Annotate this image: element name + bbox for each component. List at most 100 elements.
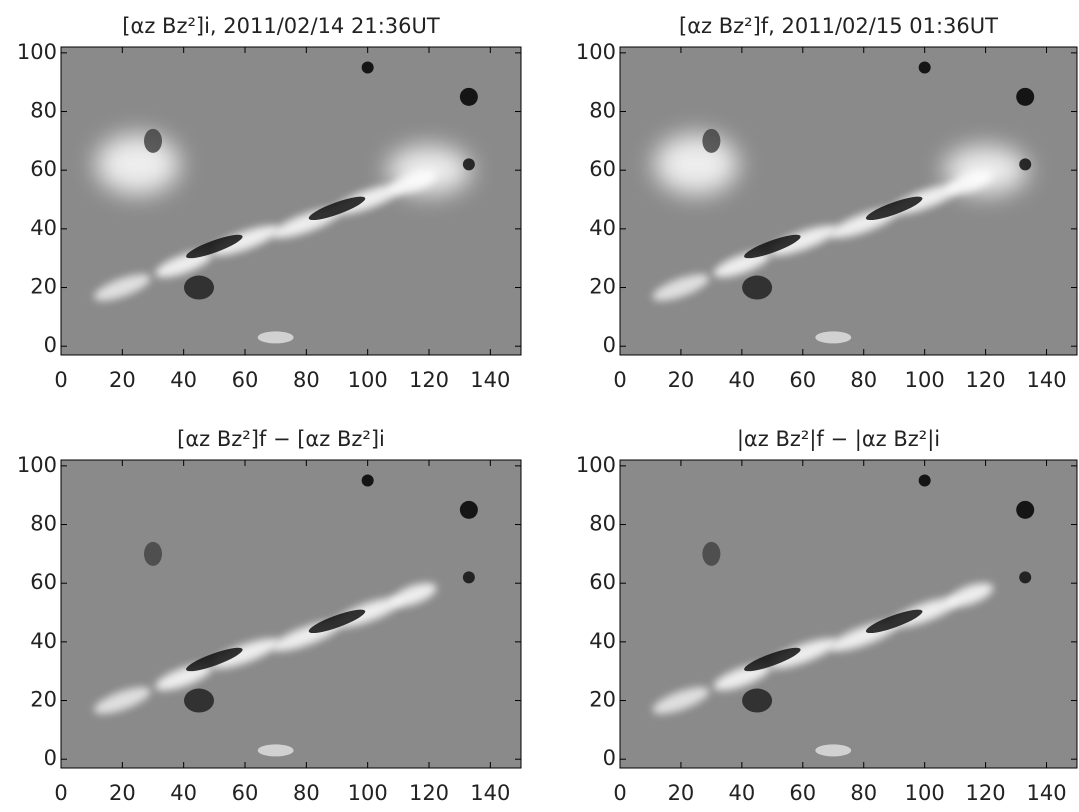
y-tick-label: 40 (30, 629, 57, 653)
texture-blob (768, 638, 837, 669)
x-tick-label: 140 (1026, 368, 1066, 392)
x-tick-label: 0 (54, 368, 67, 392)
texture-blob (95, 134, 180, 195)
texture-blob (744, 647, 801, 672)
x-tick-label: 80 (293, 781, 320, 805)
texture-blob (918, 474, 931, 487)
image-background (61, 47, 521, 355)
texture-blob (713, 250, 771, 278)
texture-blob (1016, 500, 1035, 519)
x-tick-label: 80 (850, 781, 877, 805)
panel-title: [αz Bz²]i, 2011/02/14 21:36UT (122, 14, 440, 38)
x-tick-label: 0 (54, 781, 67, 805)
panel-title: [αz Bz²]f, 2011/02/15 01:36UT (679, 14, 998, 38)
x-tick-label: 40 (170, 368, 197, 392)
image-background (620, 47, 1077, 355)
x-tick-label: 120 (966, 781, 1006, 805)
y-tick-label: 60 (589, 157, 616, 181)
y-tick-label: 40 (589, 216, 616, 240)
texture-blob (652, 687, 710, 714)
texture-blob (459, 500, 478, 519)
y-tick-label: 100 (576, 40, 616, 64)
x-tick-label: 60 (232, 368, 259, 392)
texture-blob (865, 609, 923, 634)
texture-blob (93, 687, 151, 714)
x-tick-label: 80 (850, 368, 877, 392)
y-tick-label: 20 (30, 275, 57, 299)
texture-blob (744, 234, 801, 259)
texture-blob (702, 541, 721, 566)
texture-blob (211, 638, 279, 669)
x-tick-label: 60 (789, 368, 816, 392)
image-texture (93, 474, 478, 757)
y-tick-label: 20 (589, 688, 616, 712)
y-tick-label: 60 (30, 157, 57, 181)
x-tick-label: 140 (470, 368, 510, 392)
texture-blob (308, 609, 366, 634)
texture-blob (257, 331, 294, 344)
texture-blob (462, 158, 475, 171)
y-tick-label: 100 (576, 453, 616, 477)
y-tick-label: 100 (17, 453, 57, 477)
texture-blob (1016, 87, 1035, 106)
y-tick-label: 20 (30, 688, 57, 712)
texture-blob (155, 250, 213, 278)
image-texture (652, 61, 1035, 344)
texture-blob (184, 688, 214, 713)
texture-blob (742, 275, 773, 300)
texture-blob (462, 571, 475, 584)
texture-blob (361, 61, 374, 74)
x-tick-label: 0 (613, 368, 626, 392)
texture-blob (947, 583, 994, 607)
plot-frame (60, 46, 522, 356)
x-tick-label: 20 (109, 368, 136, 392)
x-tick-label: 60 (232, 781, 259, 805)
x-tick-label: 20 (668, 368, 695, 392)
x-tick-label: 60 (789, 781, 816, 805)
y-tick-label: 40 (30, 216, 57, 240)
y-tick-label: 80 (589, 512, 616, 536)
x-tick-label: 0 (613, 781, 626, 805)
panel-title: [αz Bz²]f − [αz Bz²]i (177, 427, 385, 451)
texture-blob (361, 474, 374, 487)
image-background (620, 460, 1077, 768)
x-tick-label: 100 (905, 781, 945, 805)
x-tick-label: 100 (348, 368, 388, 392)
image-texture (652, 474, 1035, 757)
texture-blob (186, 234, 243, 259)
y-tick-label: 0 (603, 333, 616, 357)
texture-blob (768, 225, 837, 256)
x-tick-label: 40 (728, 781, 755, 805)
texture-blob (654, 134, 739, 195)
y-tick-label: 80 (589, 99, 616, 123)
texture-blob (144, 128, 162, 153)
texture-blob (865, 196, 923, 221)
x-tick-label: 100 (905, 368, 945, 392)
x-tick-label: 40 (728, 368, 755, 392)
texture-blob (713, 663, 771, 691)
texture-blob (702, 128, 721, 153)
x-tick-label: 20 (109, 781, 136, 805)
y-tick-label: 80 (30, 512, 57, 536)
panel: 0 20 40 60 80 100 120 140 0 20 40 60 80 100 |αz Bz²|f … (576, 427, 1078, 805)
x-tick-label: 140 (470, 781, 510, 805)
y-tick-label: 0 (44, 746, 57, 770)
texture-blob (184, 275, 214, 300)
x-tick-label: 140 (1026, 781, 1066, 805)
texture-blob (1019, 158, 1032, 171)
x-tick-label: 20 (668, 781, 695, 805)
y-tick-label: 100 (17, 40, 57, 64)
texture-blob (186, 647, 243, 672)
texture-blob (652, 274, 710, 301)
texture-blob (257, 744, 294, 757)
y-tick-label: 80 (30, 99, 57, 123)
panel-title: |αz Bz²|f − |αz Bz²|i (737, 427, 940, 452)
y-tick-label: 20 (589, 275, 616, 299)
y-tick-label: 60 (30, 570, 57, 594)
texture-blob (1019, 571, 1032, 584)
texture-blob (742, 688, 773, 713)
texture-blob (815, 331, 852, 344)
panel: 0 20 40 60 80 100 120 140 0 20 40 60 80 100 [αz Bz²]i,… (17, 14, 522, 392)
texture-blob (155, 663, 213, 691)
